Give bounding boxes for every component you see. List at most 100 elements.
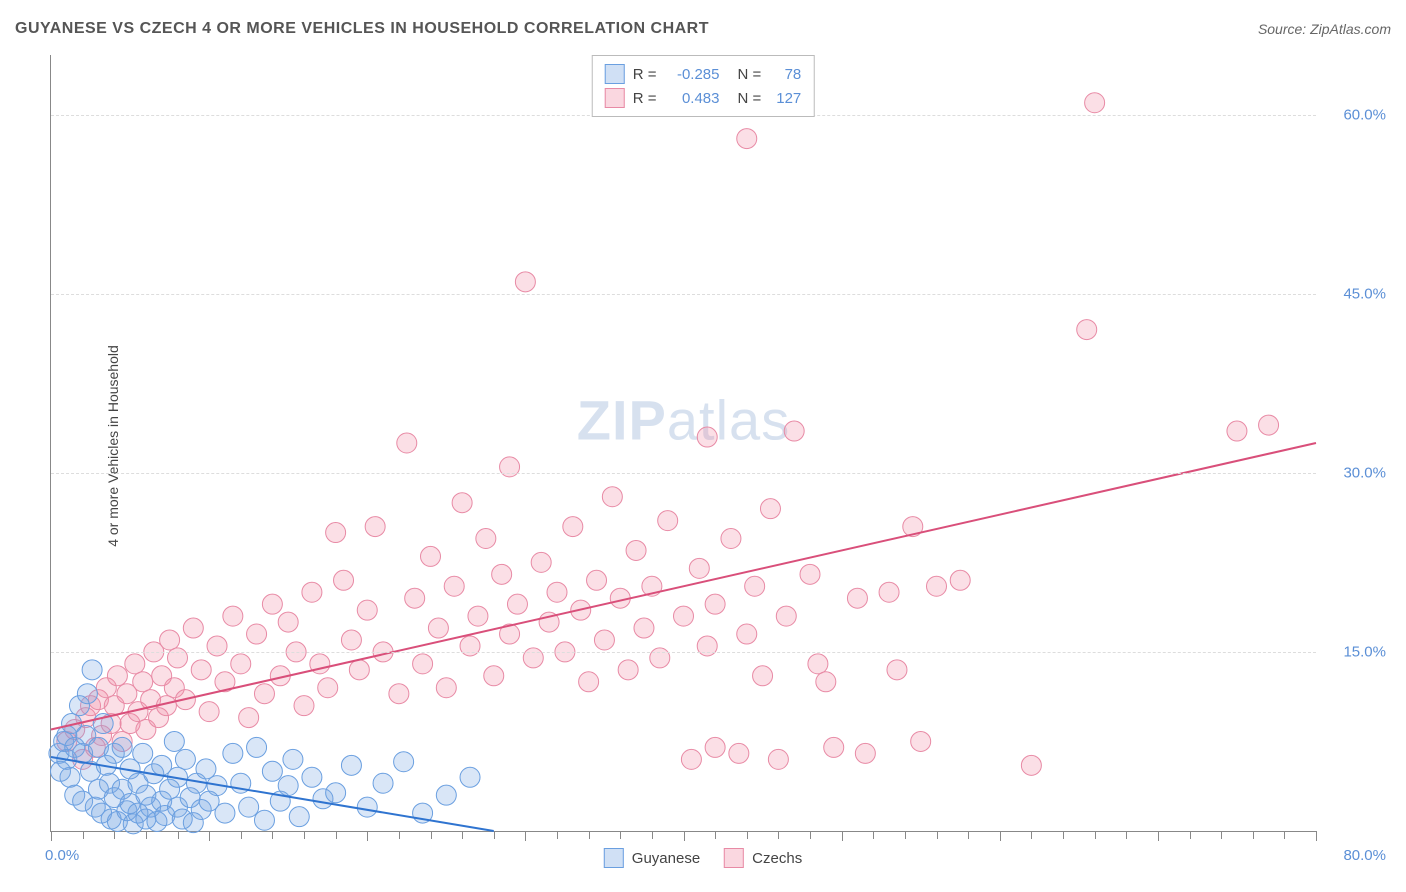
x-tick-minor: [304, 831, 305, 839]
scatter-point: [460, 636, 480, 656]
scatter-point: [594, 630, 614, 650]
x-tick: [1000, 831, 1001, 841]
source-value: ZipAtlas.com: [1310, 21, 1391, 37]
scatter-point: [1085, 93, 1105, 113]
x-tick-minor: [462, 831, 463, 839]
x-tick-minor: [747, 831, 748, 839]
scatter-point: [745, 576, 765, 596]
scatter-point: [1021, 755, 1041, 775]
scatter-point: [500, 457, 520, 477]
x-tick: [51, 831, 52, 841]
scatter-point: [373, 773, 393, 793]
scatter-point: [82, 660, 102, 680]
x-tick: [209, 831, 210, 841]
scatter-point: [168, 648, 188, 668]
scatter-point: [436, 678, 456, 698]
scatter-point: [927, 576, 947, 596]
scatter-point: [199, 702, 219, 722]
legend-series-label: Czechs: [752, 850, 802, 867]
x-tick: [525, 831, 526, 841]
legend-n-label: N =: [738, 66, 762, 83]
legend-n-value: 78: [769, 66, 801, 83]
scatter-point: [207, 636, 227, 656]
legend-series: GuyaneseCzechs: [604, 848, 802, 868]
x-tick: [1316, 831, 1317, 841]
y-tick-label: 60.0%: [1343, 106, 1386, 123]
scatter-point: [705, 737, 725, 757]
scatter-point: [239, 708, 259, 728]
scatter-point: [1077, 320, 1097, 340]
scatter-point: [579, 672, 599, 692]
scatter-point: [618, 660, 638, 680]
x-tick-minor: [873, 831, 874, 839]
grid-line: [51, 652, 1316, 653]
scatter-point: [283, 749, 303, 769]
scatter-point: [634, 618, 654, 638]
scatter-point: [302, 767, 322, 787]
scatter-point: [160, 630, 180, 650]
scatter-point: [133, 743, 153, 763]
scatter-point: [223, 743, 243, 763]
scatter-point: [507, 594, 527, 614]
scatter-point: [413, 654, 433, 674]
scatter-point: [175, 749, 195, 769]
scatter-point: [254, 810, 274, 830]
x-tick-minor: [114, 831, 115, 839]
x-tick-minor: [937, 831, 938, 839]
scatter-point: [681, 749, 701, 769]
legend-r-label: R =: [633, 90, 657, 107]
scatter-point: [658, 511, 678, 531]
x-tick-minor: [1253, 831, 1254, 839]
scatter-point: [760, 499, 780, 519]
legend-swatch: [605, 88, 625, 108]
scatter-point: [484, 666, 504, 686]
y-tick-label: 45.0%: [1343, 285, 1386, 302]
y-tick-label: 15.0%: [1343, 643, 1386, 660]
scatter-point: [452, 493, 472, 513]
scatter-point: [650, 648, 670, 668]
scatter-point: [460, 767, 480, 787]
scatter-point: [950, 570, 970, 590]
grid-line: [51, 294, 1316, 295]
source-label: Source:: [1258, 21, 1310, 37]
x-tick-minor: [589, 831, 590, 839]
x-tick-minor: [778, 831, 779, 839]
scatter-point: [231, 654, 251, 674]
scatter-point: [133, 672, 153, 692]
scatter-point: [784, 421, 804, 441]
x-tick: [684, 831, 685, 841]
scatter-point: [365, 517, 385, 537]
scatter-point: [737, 129, 757, 149]
scatter-point: [705, 594, 725, 614]
scatter-point: [112, 737, 132, 757]
scatter-point: [334, 570, 354, 590]
legend-stats-row: R =0.483N =127: [605, 86, 802, 110]
x-tick-minor: [1031, 831, 1032, 839]
scatter-point: [215, 803, 235, 823]
x-tick-minor: [146, 831, 147, 839]
scatter-point: [421, 546, 441, 566]
scatter-point: [847, 588, 867, 608]
legend-r-value: 0.483: [665, 90, 720, 107]
x-tick: [842, 831, 843, 841]
scatter-point: [247, 737, 267, 757]
scatter-point: [563, 517, 583, 537]
x-tick-minor: [1126, 831, 1127, 839]
legend-n-label: N =: [738, 90, 762, 107]
scatter-point: [239, 797, 259, 817]
x-max-label: 80.0%: [1343, 847, 1386, 864]
scatter-point: [776, 606, 796, 626]
scatter-point: [800, 564, 820, 584]
x-tick-minor: [336, 831, 337, 839]
scatter-point: [879, 582, 899, 602]
scatter-point: [397, 433, 417, 453]
scatter-point: [294, 696, 314, 716]
scatter-point: [60, 767, 80, 787]
scatter-point: [816, 672, 836, 692]
scatter-point: [262, 761, 282, 781]
x-tick-minor: [1063, 831, 1064, 839]
x-tick-minor: [178, 831, 179, 839]
plot-area: ZIPatlas: [50, 55, 1316, 832]
scatter-point: [444, 576, 464, 596]
regression-line: [51, 443, 1316, 730]
